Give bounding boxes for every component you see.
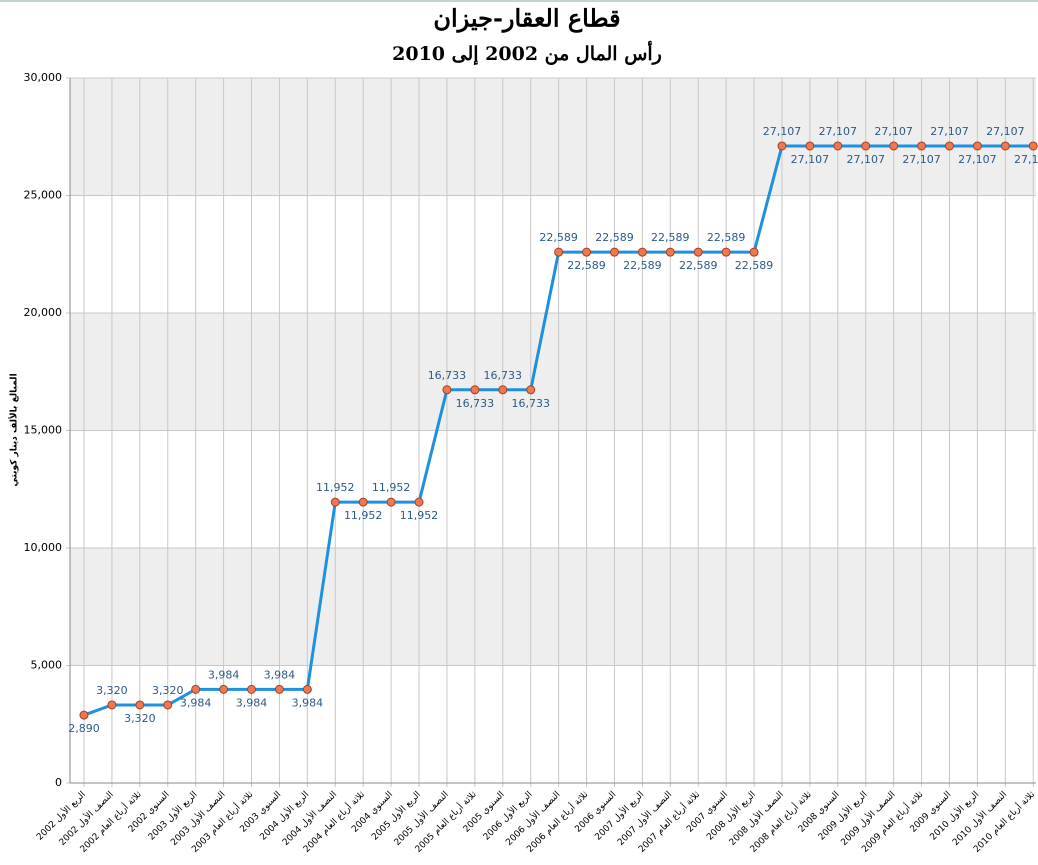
- value-label: 27,107: [902, 153, 941, 166]
- point: [721, 247, 731, 257]
- value-label: 3,320: [152, 684, 184, 697]
- value-label: 11,952: [400, 509, 439, 522]
- point: [749, 247, 759, 257]
- point: [358, 497, 368, 507]
- point: [470, 385, 480, 395]
- point: [107, 700, 117, 710]
- x-tick-label: الربع الأول 2007: [592, 788, 646, 842]
- value-label: 22,589: [679, 259, 718, 272]
- value-label: 3,320: [124, 712, 156, 725]
- value-label: 22,589: [651, 231, 690, 244]
- value-label: 16,733: [484, 369, 523, 382]
- point: [191, 684, 201, 694]
- point: [693, 247, 703, 257]
- point: [1028, 141, 1038, 151]
- value-label: 27,107: [874, 125, 913, 138]
- value-label: 16,733: [428, 369, 467, 382]
- point: [1000, 141, 1010, 151]
- point: [582, 247, 592, 257]
- value-label: 22,589: [567, 259, 606, 272]
- value-label: 2,890: [68, 722, 100, 735]
- point: [135, 700, 145, 710]
- y-tick-label: 10,000: [24, 541, 63, 554]
- point: [302, 684, 312, 694]
- value-label: 22,589: [623, 259, 662, 272]
- x-tick-label: الربع الأول 2002: [34, 788, 88, 842]
- point: [637, 247, 647, 257]
- point: [442, 385, 452, 395]
- x-tick-label: الربع الأول 2008: [704, 788, 758, 842]
- y-tick-label: 25,000: [24, 189, 63, 202]
- point: [777, 141, 787, 151]
- point: [917, 141, 927, 151]
- point: [889, 141, 899, 151]
- value-label: 16,733: [511, 397, 550, 410]
- point: [554, 247, 564, 257]
- chart-subtitle: رأس المال من 2002 إلى 2010: [392, 40, 662, 66]
- value-label: 11,952: [316, 481, 355, 494]
- point: [498, 385, 508, 395]
- point: [219, 684, 229, 694]
- grid-band: [70, 548, 1036, 666]
- y-axis-label: المبالغ بالألف دينار كويتي: [8, 373, 20, 486]
- point: [609, 247, 619, 257]
- point: [247, 684, 257, 694]
- value-label: 3,320: [96, 684, 128, 697]
- value-label: 11,952: [372, 481, 411, 494]
- value-label: 22,589: [595, 231, 634, 244]
- value-label: 3,984: [292, 696, 324, 709]
- y-tick-label: 20,000: [24, 306, 63, 319]
- value-label: 3,984: [180, 696, 212, 709]
- value-label: 27,107: [1014, 153, 1038, 166]
- chart-title: قطاع العقار-جيزان: [433, 4, 620, 34]
- point: [861, 141, 871, 151]
- x-tick-label: الربع الأول 2003: [145, 788, 199, 842]
- point: [386, 497, 396, 507]
- point: [665, 247, 675, 257]
- x-tick-label: الربع الأول 2010: [927, 788, 981, 842]
- y-tick-label: 5,000: [31, 659, 63, 672]
- y-tick-label: 0: [55, 776, 62, 789]
- value-label: 16,733: [456, 397, 495, 410]
- value-label: 27,107: [846, 153, 885, 166]
- point: [526, 385, 536, 395]
- x-tick-label: الربع الأول 2006: [480, 788, 534, 842]
- point: [163, 700, 173, 710]
- value-label: 22,589: [539, 231, 578, 244]
- value-label: 27,107: [763, 125, 802, 138]
- point: [944, 141, 954, 151]
- point: [79, 710, 89, 720]
- value-label: 11,952: [344, 509, 383, 522]
- y-tick-label: 15,000: [24, 424, 63, 437]
- point: [833, 141, 843, 151]
- value-label: 3,984: [236, 696, 268, 709]
- value-label: 22,589: [735, 259, 774, 272]
- value-label: 27,107: [958, 153, 997, 166]
- value-label: 27,107: [791, 153, 830, 166]
- y-tick-label: 30,000: [24, 71, 63, 84]
- point: [330, 497, 340, 507]
- value-label: 3,984: [264, 668, 296, 681]
- point: [414, 497, 424, 507]
- grid-band: [70, 78, 1036, 196]
- x-tick-label: الربع الأول 2009: [815, 788, 869, 842]
- grid-band: [70, 313, 1036, 431]
- value-label: 27,107: [930, 125, 969, 138]
- point: [972, 141, 982, 151]
- value-label: 27,107: [819, 125, 858, 138]
- value-label: 22,589: [707, 231, 746, 244]
- x-tick-label: الربع الأول 2005: [369, 788, 423, 842]
- point: [805, 141, 815, 151]
- value-label: 3,984: [208, 668, 240, 681]
- point: [274, 684, 284, 694]
- value-label: 27,107: [986, 125, 1025, 138]
- x-tick-label: الربع الأول 2004: [257, 788, 311, 842]
